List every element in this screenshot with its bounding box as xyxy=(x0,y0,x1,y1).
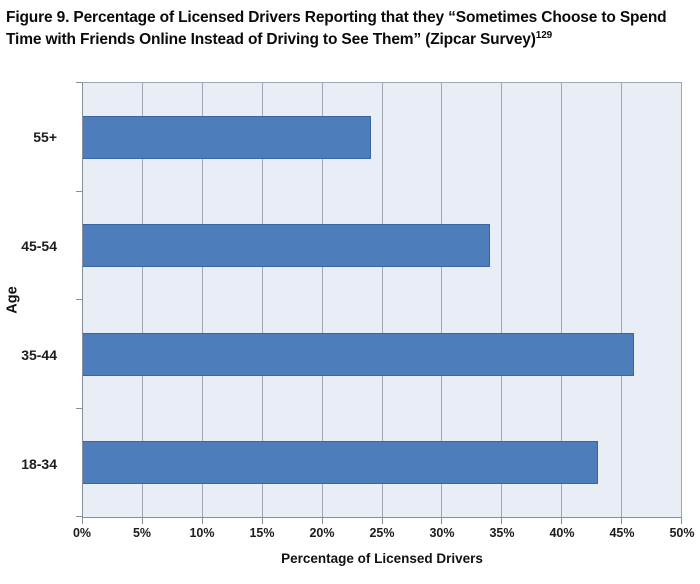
x-axis-tick-mark xyxy=(561,518,563,524)
x-axis-tick-label: 40% xyxy=(549,526,575,540)
x-axis-tick-label: 25% xyxy=(369,526,395,540)
category-label: 18-34 xyxy=(21,455,57,472)
bar-55+ xyxy=(83,115,371,159)
x-axis-tick-mark xyxy=(82,518,83,524)
x-axis-tick-label: 15% xyxy=(249,526,275,540)
bar-chart: Age 55+ 45-54 35-44 18-34 0% 5% 10% 15% 20% 25% 3… xyxy=(0,70,700,584)
gridline xyxy=(441,83,443,517)
category-label: 55+ xyxy=(33,128,57,145)
gridline xyxy=(141,83,143,517)
y-axis-tick-mark xyxy=(76,516,82,517)
y-axis-tick-mark xyxy=(76,407,82,409)
x-axis-tick-label: 35% xyxy=(489,526,515,540)
x-axis-tick-mark xyxy=(501,518,503,524)
y-axis-tick-mark xyxy=(76,82,82,83)
gridline xyxy=(501,83,503,517)
x-axis-title: Percentage of Licensed Drivers xyxy=(281,551,483,566)
x-axis-tick-mark xyxy=(381,518,383,524)
x-axis-tick-mark xyxy=(141,518,143,524)
gridline xyxy=(561,83,563,517)
bar-18-34 xyxy=(83,441,599,485)
gridline xyxy=(681,83,682,517)
x-axis-tick-mark xyxy=(441,518,443,524)
y-axis-tick-mark xyxy=(76,190,82,192)
gridline xyxy=(321,83,323,517)
x-axis-tick-label: 45% xyxy=(609,526,635,540)
x-axis-tick-mark xyxy=(681,518,682,524)
x-axis-tick-mark xyxy=(621,518,623,524)
figure-title-text: Figure 9. Percentage of Licensed Drivers… xyxy=(6,9,667,48)
gridline xyxy=(381,83,383,517)
gridline xyxy=(621,83,623,517)
plot-area xyxy=(76,82,682,524)
category-label: 45-54 xyxy=(21,237,57,254)
x-axis-tick-mark xyxy=(321,518,323,524)
x-axis-tick-label: 10% xyxy=(189,526,215,540)
x-axis-tick-mark xyxy=(261,518,263,524)
x-axis-tick-mark xyxy=(201,518,203,524)
x-axis-tick-labels: 0% 5% 10% 15% 20% 25% 30% 35% 40% 45% 50% xyxy=(73,526,695,542)
x-axis-tick-label: 30% xyxy=(429,526,455,540)
bar-35-44 xyxy=(83,332,635,376)
footnote-reference: 129 xyxy=(535,29,553,41)
y-axis-tick-mark xyxy=(76,299,82,300)
gridline xyxy=(201,83,203,517)
x-axis-tick-label: 0% xyxy=(72,526,92,540)
gridline xyxy=(261,83,263,517)
x-axis-tick-label: 20% xyxy=(309,526,335,540)
x-axis-tick-label: 5% xyxy=(132,526,152,540)
category-label: 35-44 xyxy=(21,346,57,363)
figure-title: Figure 9. Percentage of Licensed Drivers… xyxy=(6,7,698,51)
x-axis-tick-label: 50% xyxy=(669,526,695,540)
bar-45-54 xyxy=(83,224,491,268)
y-axis-category-labels: 55+ 45-54 35-44 18-34 xyxy=(0,82,70,518)
